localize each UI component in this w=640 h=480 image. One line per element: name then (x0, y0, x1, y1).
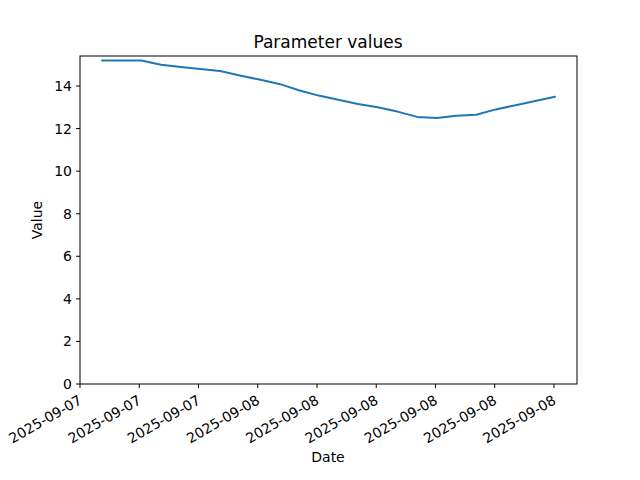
plot-border (80, 56, 577, 384)
plot-area: 2025-09-072025-09-072025-09-072025-09-08… (6, 56, 577, 446)
y-tick-label: 14 (54, 78, 72, 94)
y-tick-label: 4 (63, 291, 72, 307)
y-tick-label: 12 (54, 121, 72, 137)
figure-window: Parameter values Date Value 2025-09-0720… (0, 0, 640, 480)
x-axis-label: Date (311, 449, 344, 465)
y-tick-label: 2 (63, 333, 72, 349)
line-chart: Parameter values Date Value 2025-09-0720… (0, 0, 640, 480)
y-tick-label: 8 (63, 206, 72, 222)
y-tick-label: 0 (63, 376, 72, 392)
y-tick-label: 6 (63, 248, 72, 264)
y-tick-label: 10 (54, 163, 72, 179)
y-axis-label: Value (29, 201, 45, 239)
chart-title: Parameter values (253, 32, 402, 52)
series-line-parameter-values (102, 61, 555, 118)
